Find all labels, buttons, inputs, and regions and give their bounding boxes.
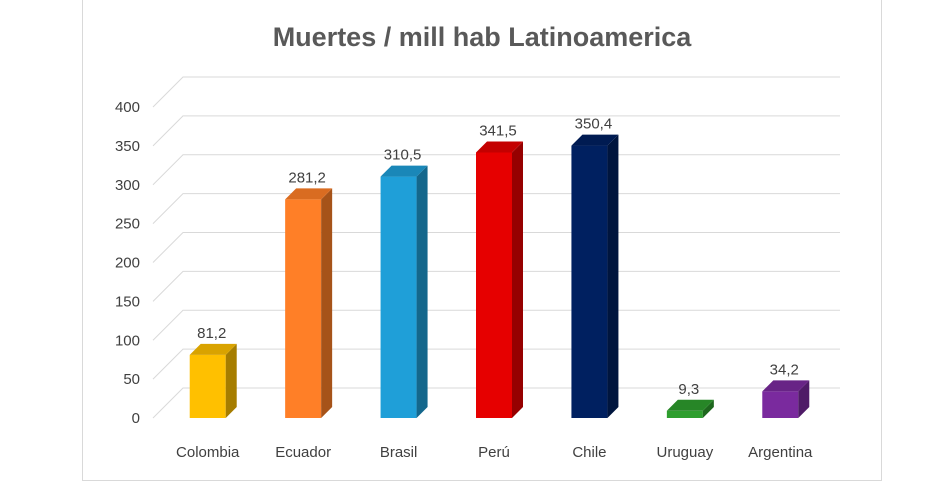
data-label-colombia: 81,2 (197, 325, 226, 342)
data-label-brasil: 310,5 (384, 147, 422, 164)
data-label-perú: 341,5 (479, 122, 517, 139)
category-label-uruguay: Uruguay (657, 444, 714, 461)
y-tick-label: 250 (115, 216, 140, 233)
y-tick-label: 50 (123, 371, 140, 388)
data-labels: 81,2 281,2 310,5 341,5 350,4 9,3 34,2 (197, 116, 799, 398)
y-tick-label: 0 (132, 410, 140, 427)
bar-argentina (762, 380, 810, 418)
data-label-chile: 350,4 (575, 116, 613, 133)
gridline (152, 387, 840, 419)
gridlines (152, 76, 840, 419)
category-label-ecuador: Ecuador (275, 444, 331, 461)
bar-uruguay (666, 399, 714, 418)
gridline (152, 154, 840, 186)
gridline (152, 115, 840, 147)
data-label-uruguay: 9,3 (678, 381, 699, 398)
gridline (152, 309, 840, 341)
category-label-argentina: Argentina (748, 444, 813, 461)
category-label-chile: Chile (572, 444, 606, 461)
data-label-argentina: 34,2 (770, 361, 799, 378)
category-label-brasil: Brasil (380, 444, 418, 461)
category-label-colombia: Colombia (176, 444, 240, 461)
bar-brasil (380, 165, 428, 418)
gridline (152, 348, 840, 380)
y-tick-label: 200 (115, 255, 140, 272)
gridline (152, 76, 840, 108)
bar-colombia (189, 343, 237, 418)
y-tick-label: 150 (115, 293, 140, 310)
gridline (152, 193, 840, 224)
chart-title: Muertes / mill hab Latinoamerica (272, 22, 692, 52)
bar-perú (476, 141, 523, 418)
y-tick-label: 100 (115, 332, 140, 349)
data-label-ecuador: 281,2 (288, 169, 326, 186)
bar-ecuador (285, 188, 333, 418)
category-label-perú: Perú (478, 444, 510, 461)
y-tick-label: 350 (115, 138, 140, 155)
y-tick-label: 300 (115, 177, 140, 194)
x-axis-labels: Colombia Ecuador Brasil Perú Chile Uruguay Arg… (176, 444, 813, 461)
gridline (152, 270, 840, 302)
gridline (152, 232, 840, 263)
bars (189, 134, 810, 418)
y-axis-ticks: 0 50 100 150 200 250 300 350 400 (115, 99, 140, 427)
bar-chile (571, 134, 619, 418)
y-tick-label: 400 (115, 99, 140, 116)
